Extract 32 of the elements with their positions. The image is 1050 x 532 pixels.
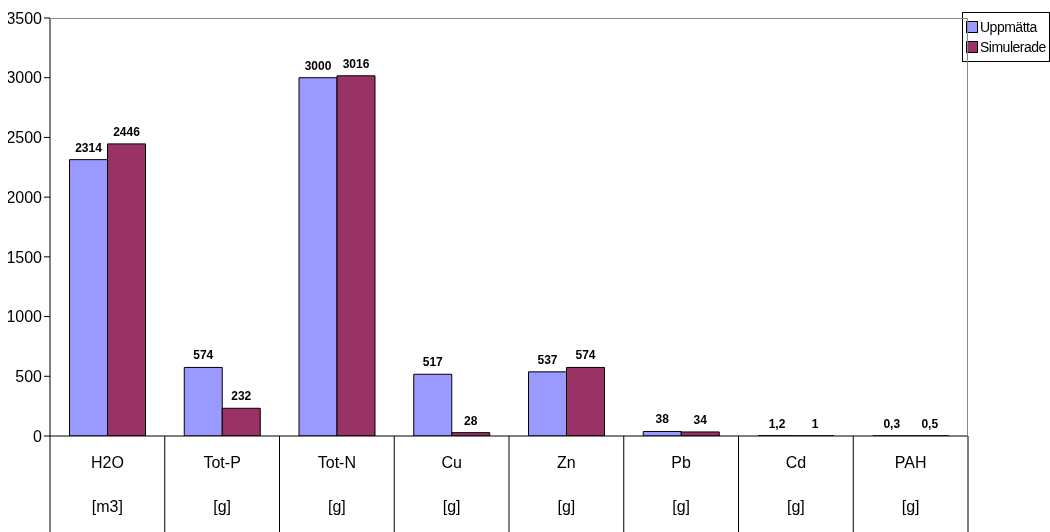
data-label: 0,3 <box>883 416 901 431</box>
y-tick-label: 2500 <box>6 129 43 147</box>
data-label: 0,5 <box>921 416 939 431</box>
data-label: 2314 <box>75 140 103 155</box>
y-tick-label: 0 <box>33 427 43 445</box>
category-label: Cu [g] <box>441 454 462 515</box>
legend-label: Uppmätta <box>980 19 1037 35</box>
category-label: H2O [m3] <box>90 454 124 515</box>
category-label: Tot-N [g] <box>317 454 356 515</box>
data-label: 517 <box>422 355 444 370</box>
data-label: 232 <box>231 389 252 404</box>
data-label: 574 <box>575 348 596 363</box>
category-label: Pb [g] <box>671 454 691 515</box>
y-tick-label: 1500 <box>6 248 43 266</box>
category-label: PAH [g] <box>894 454 927 515</box>
data-label: 1,2 <box>768 416 786 431</box>
category-label: Zn [g] <box>557 454 576 515</box>
data-label: 1 <box>811 416 819 431</box>
y-tick-label: 2000 <box>6 188 43 206</box>
data-label: 2446 <box>113 124 141 139</box>
data-label: 3016 <box>342 56 370 71</box>
data-label: 537 <box>537 352 558 367</box>
y-tick-label: 500 <box>15 367 43 385</box>
data-label: 574 <box>193 348 214 363</box>
data-label: 38 <box>655 412 670 427</box>
category-label: Tot-P [g] <box>203 454 241 515</box>
data-label: 28 <box>464 413 478 428</box>
data-label: 3000 <box>304 58 332 73</box>
y-tick-label: 1000 <box>6 308 43 326</box>
data-label: 34 <box>693 412 708 427</box>
category-label: Cd [g] <box>785 454 807 515</box>
legend-label: Simulerade <box>980 39 1046 55</box>
